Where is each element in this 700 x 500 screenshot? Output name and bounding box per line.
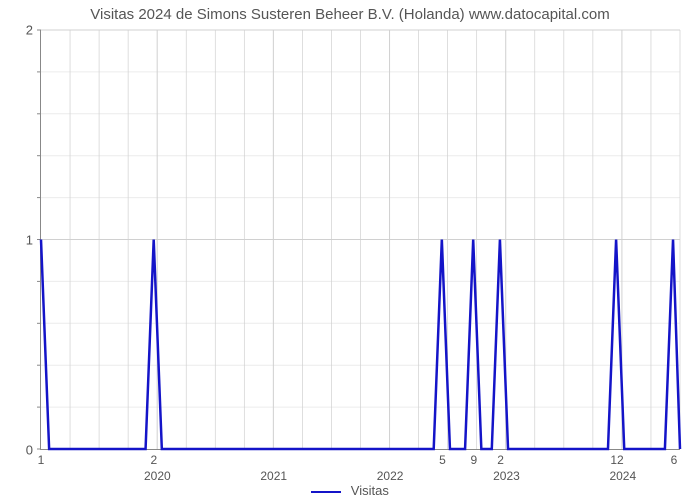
x-year-label: 2024: [609, 469, 636, 483]
plot-area: 0122020202120222023202412592126: [40, 30, 680, 450]
x-year-label: 2022: [377, 469, 404, 483]
y-tick-label: 1: [26, 233, 33, 248]
chart-title: Visitas 2024 de Simons Susteren Beheer B…: [0, 6, 700, 23]
legend: Visitas: [0, 483, 700, 498]
x-value-label: 5: [439, 453, 446, 467]
chart-container: Visitas 2024 de Simons Susteren Beheer B…: [0, 0, 700, 500]
y-tick-label: 0: [26, 443, 33, 458]
plot-svg: [41, 30, 680, 449]
x-value-label: 9: [471, 453, 478, 467]
y-tick-label: 2: [26, 23, 33, 38]
x-year-label: 2020: [144, 469, 171, 483]
x-year-label: 2023: [493, 469, 520, 483]
x-value-label: 12: [610, 453, 623, 467]
legend-label: Visitas: [351, 483, 389, 498]
x-year-label: 2021: [260, 469, 287, 483]
legend-swatch: [311, 491, 341, 493]
x-value-label: 6: [671, 453, 678, 467]
x-value-label: 2: [151, 453, 158, 467]
x-value-label: 1: [38, 453, 45, 467]
x-value-label: 2: [497, 453, 504, 467]
